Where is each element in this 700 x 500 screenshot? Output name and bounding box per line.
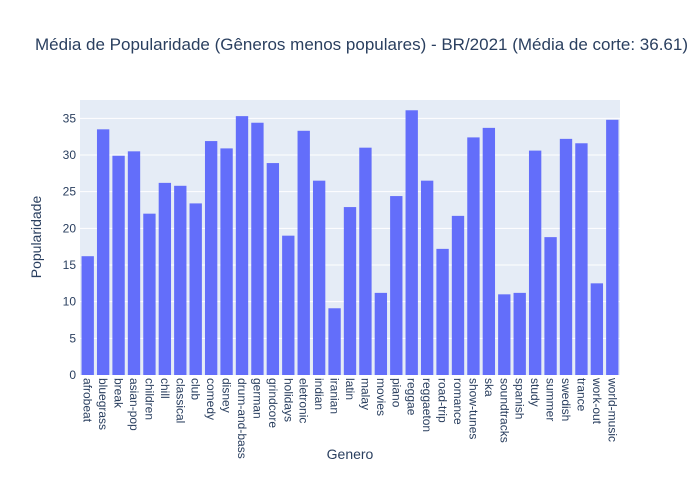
bar-german[interactable] <box>251 122 264 375</box>
x-tick-label: holidays <box>281 378 295 422</box>
bar-world-music[interactable] <box>606 119 619 375</box>
bar-comedy[interactable] <box>204 141 218 375</box>
bar-latin[interactable] <box>343 207 357 375</box>
bar-classical[interactable] <box>174 185 187 375</box>
bar-disney[interactable] <box>220 148 233 375</box>
bar-swedish[interactable] <box>559 138 573 375</box>
bar-trance[interactable] <box>575 143 588 375</box>
bar-eletronic[interactable] <box>297 130 310 375</box>
x-tick-label: work-out <box>590 377 604 425</box>
bar-grindcore[interactable] <box>266 163 280 375</box>
x-tick-label: romance <box>451 378 465 425</box>
bar-reggaeton[interactable] <box>420 180 434 375</box>
bar-bluegrass[interactable] <box>96 129 110 375</box>
x-tick-label: disney <box>220 378 234 413</box>
x-tick-label: break <box>112 378 126 409</box>
x-tick-label: afrobeat <box>81 378 95 423</box>
x-tick-label: bluegrass <box>96 378 110 430</box>
x-tick-label: show-tunes <box>466 378 480 439</box>
x-tick-label: reggae <box>405 378 419 416</box>
x-tick-label: asian-pop <box>127 378 141 431</box>
x-tick-label: movies <box>374 378 388 416</box>
x-tick-label: ska <box>482 378 496 397</box>
y-tick-label: 20 <box>63 221 77 235</box>
x-tick-labels: afrobeat bluegrass break asian-pop children c… <box>81 377 620 459</box>
bar-reggae[interactable] <box>405 110 418 376</box>
bar-iranian[interactable] <box>328 308 341 375</box>
x-tick-label: chill <box>158 378 172 399</box>
x-axis-title: Genero <box>327 446 374 462</box>
x-tick-label: study <box>528 378 542 407</box>
x-tick-label: summer <box>544 378 558 421</box>
y-tick-label: 30 <box>63 148 77 162</box>
bar-movies[interactable] <box>374 292 388 375</box>
bar-break[interactable] <box>112 155 125 375</box>
y-tick-label: 10 <box>63 295 77 309</box>
bar-ska[interactable] <box>482 127 496 375</box>
y-tick-label: 5 <box>69 331 76 345</box>
y-tick-label: 25 <box>63 185 77 199</box>
bar-asian-pop[interactable] <box>127 151 141 375</box>
x-tick-label: latin <box>343 378 357 400</box>
chart-title: Média de Popularidade (Gêneros menos pop… <box>35 35 688 54</box>
bar-children[interactable] <box>143 213 156 375</box>
x-tick-label: spanish <box>513 378 527 419</box>
x-tick-label: soundtracks <box>497 378 511 443</box>
bar-show-tunes[interactable] <box>467 137 480 375</box>
bar-holidays[interactable] <box>282 235 295 375</box>
x-tick-label: trance <box>574 378 588 412</box>
bar-piano[interactable] <box>390 196 403 375</box>
bar-spanish[interactable] <box>513 292 526 375</box>
x-tick-label: grindcore <box>266 378 280 428</box>
x-tick-label: indian <box>312 378 326 410</box>
bar-afrobeat[interactable] <box>81 256 94 375</box>
x-tick-label: reggaeton <box>420 378 434 432</box>
x-tick-label: road-trip <box>436 378 450 423</box>
x-tick-label: piano <box>389 378 403 408</box>
bars <box>81 110 619 376</box>
bar-study[interactable] <box>528 150 542 375</box>
x-tick-label: german <box>250 378 264 419</box>
y-tick-labels: 0 5 10 15 20 25 30 35 <box>63 111 77 382</box>
x-tick-label: children <box>142 378 156 420</box>
bar-club[interactable] <box>189 203 202 375</box>
bar-malay[interactable] <box>359 147 372 375</box>
bar-drum-and-bass[interactable] <box>235 116 249 375</box>
x-tick-label: club <box>189 378 203 400</box>
x-tick-label: eletronic <box>297 378 311 423</box>
bar-road-trip[interactable] <box>436 248 449 375</box>
y-tick-label: 0 <box>69 368 76 382</box>
bar-soundtracks[interactable] <box>498 294 511 375</box>
x-tick-label: world-music <box>605 377 619 442</box>
bar-work-out[interactable] <box>590 283 604 375</box>
bar-summer[interactable] <box>544 237 557 375</box>
bar-romance[interactable] <box>451 215 465 375</box>
x-tick-label: iranian <box>328 378 342 414</box>
x-tick-label: classical <box>173 378 187 423</box>
y-axis-title: Popularidade <box>28 196 44 279</box>
y-tick-label: 35 <box>63 111 77 125</box>
bar-chill[interactable] <box>158 182 172 375</box>
bar-indian[interactable] <box>312 180 326 375</box>
y-tick-label: 15 <box>63 258 77 272</box>
x-tick-label: swedish <box>559 378 573 421</box>
x-tick-label: comedy <box>204 378 218 420</box>
x-tick-label: malay <box>358 378 372 410</box>
x-tick-label: drum-and-bass <box>235 378 249 459</box>
